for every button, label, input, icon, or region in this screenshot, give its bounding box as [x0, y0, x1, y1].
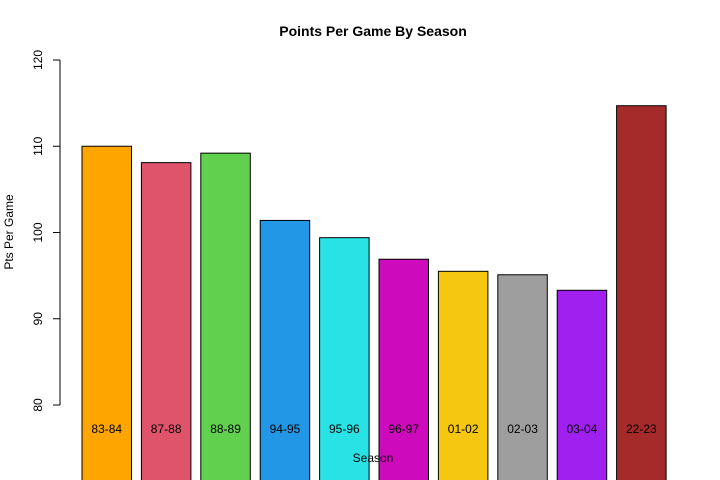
bar-03-04 — [556, 289, 608, 480]
bar-label-94-95: 94-95 — [270, 422, 301, 436]
y-tick-label-0: 80 — [31, 398, 45, 412]
bar-87-88 — [140, 162, 192, 480]
bar-22-23 — [616, 105, 667, 480]
y-tick-label-2: 100 — [31, 222, 45, 242]
bar-94-95 — [259, 219, 311, 480]
y-tick-label-1: 90 — [31, 312, 45, 326]
x-axis-label: Season — [353, 451, 394, 465]
bar-labels-group: 83-84 87-88 88-89 94-95 95-96 96-97 01-02 02-03… — [91, 422, 657, 436]
bar-label-96-97: 96-97 — [388, 422, 419, 436]
bar-label-88-89: 88-89 — [210, 422, 241, 436]
bar-label-87-88: 87-88 — [151, 422, 182, 436]
bar-label-83-84: 83-84 — [91, 422, 122, 436]
y-tick-label-4: 120 — [31, 50, 45, 70]
y-axis-label: Pts Per Game — [2, 194, 16, 270]
bar-02-03 — [497, 274, 548, 480]
bar-label-95-96: 95-96 — [329, 422, 360, 436]
bar-96-97 — [378, 258, 429, 480]
bar-label-22-23: 22-23 — [626, 422, 657, 436]
chart-title: Points Per Game By Season — [279, 23, 467, 39]
bar-label-01-02: 01-02 — [448, 422, 479, 436]
y-tick-label-3: 110 — [31, 136, 45, 155]
bar-83-84 — [81, 145, 132, 480]
bar-95-96 — [319, 237, 370, 480]
bar-label-03-04: 03-04 — [567, 422, 598, 436]
y-axis: 80 90 100 110 120 — [31, 50, 61, 412]
bars-group — [81, 105, 667, 480]
bar-88-89 — [200, 152, 251, 480]
bar-01-02 — [437, 270, 489, 480]
bar-label-02-03: 02-03 — [507, 422, 538, 436]
